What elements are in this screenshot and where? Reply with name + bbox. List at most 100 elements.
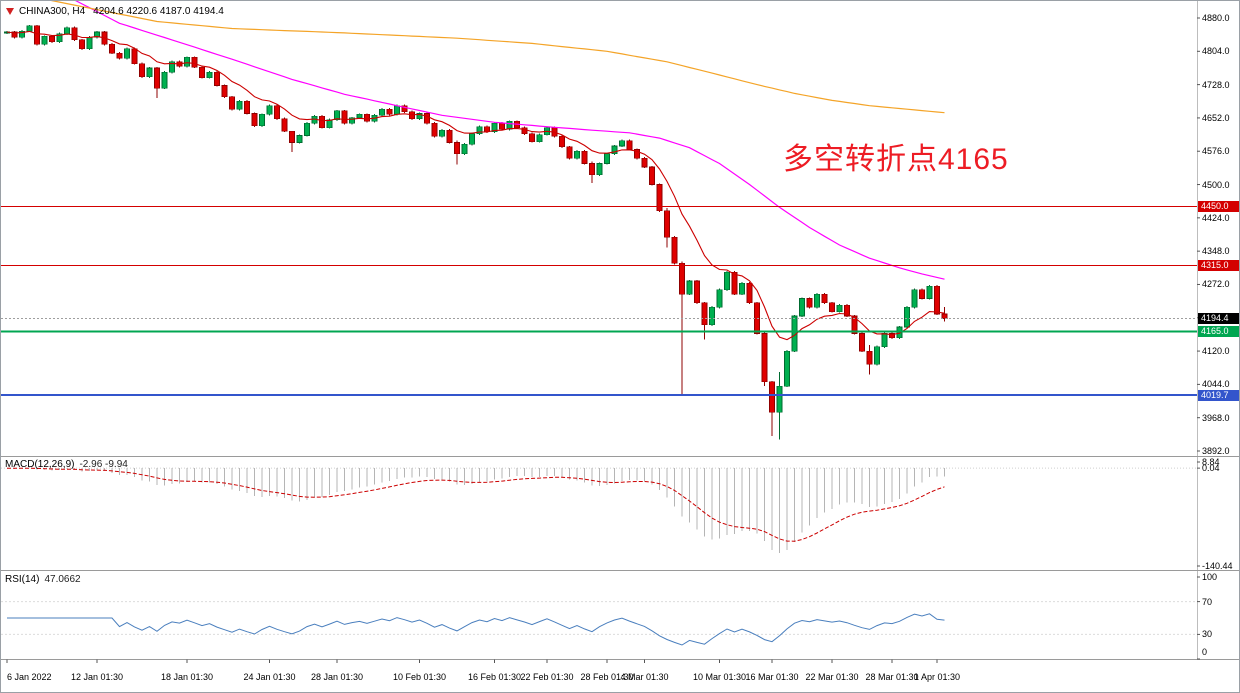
ma-medium-line xyxy=(75,1,945,280)
candle-body xyxy=(889,333,895,339)
time-axis-label: 22 Feb 01:30 xyxy=(520,672,574,682)
price-axis-label: 4044.0 xyxy=(1202,379,1230,390)
candle-body xyxy=(859,333,865,352)
candle-body xyxy=(521,127,528,135)
time-axis-label: 28 Jan 01:30 xyxy=(310,672,364,682)
candle-body xyxy=(896,326,903,339)
time-axis-label: 10 Mar 01:30 xyxy=(692,672,747,682)
macd-name: MACD(12,26,9) xyxy=(5,459,75,470)
candle-body xyxy=(379,108,385,116)
candle-body xyxy=(761,333,768,383)
time-axis-label: 28 Feb 01:30 xyxy=(580,672,634,682)
candle-body xyxy=(679,263,685,295)
candle-body xyxy=(154,67,160,89)
candle-body xyxy=(671,236,678,264)
candle-body xyxy=(454,142,460,155)
price-badge: 4450.0 xyxy=(1198,200,1239,212)
candle-body xyxy=(191,57,198,68)
price-axis-label: 4880.0 xyxy=(1202,13,1230,23)
rsi-line xyxy=(7,613,945,646)
price-axis-label: 4348.0 xyxy=(1202,246,1230,257)
candle-body xyxy=(581,150,588,164)
annotation-text: 多空转折点4165 xyxy=(783,143,1009,176)
candle-body xyxy=(716,289,723,308)
candle-body xyxy=(356,114,363,119)
price-axis-label: 4500.0 xyxy=(1202,179,1230,190)
candle-body xyxy=(874,346,880,365)
candle-body xyxy=(236,100,243,110)
candle-body xyxy=(799,298,805,317)
symbol-timeframe: CHINA300, H4 xyxy=(19,6,86,17)
candle-body xyxy=(536,134,543,142)
chart-title: CHINA300, H4 4204.6 4220.6 4187.0 4194.4 xyxy=(6,6,224,17)
candle-body xyxy=(596,163,603,176)
time-axis-label: 1 Apr 01:30 xyxy=(913,672,961,682)
symbol-marker-icon xyxy=(6,8,14,15)
price-axis-label: 4424.0 xyxy=(1202,212,1230,223)
ma-fast-line xyxy=(6,30,945,341)
candle-body xyxy=(746,282,753,304)
candle-body xyxy=(326,119,333,128)
candle-body xyxy=(626,140,633,150)
candle-body xyxy=(229,96,235,110)
candle-body xyxy=(281,118,288,132)
candle-body xyxy=(409,111,415,120)
candle-body xyxy=(386,108,393,115)
price-badge: 4194.4 xyxy=(1198,312,1239,324)
candle-body xyxy=(94,31,100,38)
panel-separator[interactable] xyxy=(1,453,1239,459)
candle-body xyxy=(461,143,468,155)
rsi-axis-label: 70 xyxy=(1202,596,1213,607)
candle-body xyxy=(844,304,850,317)
candle-body xyxy=(214,72,220,86)
candle-body xyxy=(731,271,738,295)
candle-body xyxy=(364,114,370,122)
candle-body xyxy=(881,333,888,347)
candle-body xyxy=(836,304,843,312)
candle-body xyxy=(611,145,618,155)
candle-body xyxy=(776,385,783,413)
candle-body xyxy=(146,67,153,78)
candle-body xyxy=(491,122,498,133)
candle-body xyxy=(304,122,310,136)
candle-body xyxy=(124,48,130,59)
price-axis-label: 3968.0 xyxy=(1202,412,1230,423)
rsi-axis-label: 100 xyxy=(1202,572,1218,582)
candle-body xyxy=(296,135,303,143)
candle-body xyxy=(349,117,355,124)
macd-signal-line xyxy=(6,467,945,542)
price-axis-label: 4576.0 xyxy=(1202,146,1230,157)
candle-body xyxy=(476,126,483,135)
candle-body xyxy=(724,271,730,291)
candle-body xyxy=(394,105,400,115)
candle-body xyxy=(701,302,708,326)
rsi-value: 47.0662 xyxy=(44,574,81,585)
candle-body xyxy=(169,61,175,73)
price-axis-label: 3892.0 xyxy=(1202,446,1230,456)
candle-body xyxy=(656,184,663,212)
candle-body xyxy=(26,25,33,32)
candle-body xyxy=(109,43,115,54)
candle-body xyxy=(619,140,625,147)
title-ohlc-values: 4204.6 4220.6 4187.0 4194.4 xyxy=(93,6,224,17)
candle-body xyxy=(221,85,228,98)
candle-body xyxy=(814,293,820,308)
price-badge: 4315.0 xyxy=(1198,260,1239,272)
candle-body xyxy=(784,350,790,387)
candle-body xyxy=(139,63,145,78)
candle-body xyxy=(559,136,565,148)
candle-body xyxy=(934,285,940,315)
candle-body xyxy=(71,27,78,41)
macd-label-row: MACD(12,26,9) -2.96 -9.94 xyxy=(5,459,128,470)
candle-body xyxy=(401,105,408,113)
rsi-axis-label: 0 xyxy=(1202,647,1208,657)
candle-body xyxy=(184,57,190,67)
candle-body xyxy=(941,313,948,319)
price-axis-label: 4652.0 xyxy=(1202,112,1230,123)
panel-separator[interactable] xyxy=(1,567,1239,573)
time-axis-label: 6 Jan 2022 xyxy=(7,672,52,682)
rsi-label-row: RSI(14) 47.0662 xyxy=(5,574,81,585)
candle-body xyxy=(769,381,775,413)
